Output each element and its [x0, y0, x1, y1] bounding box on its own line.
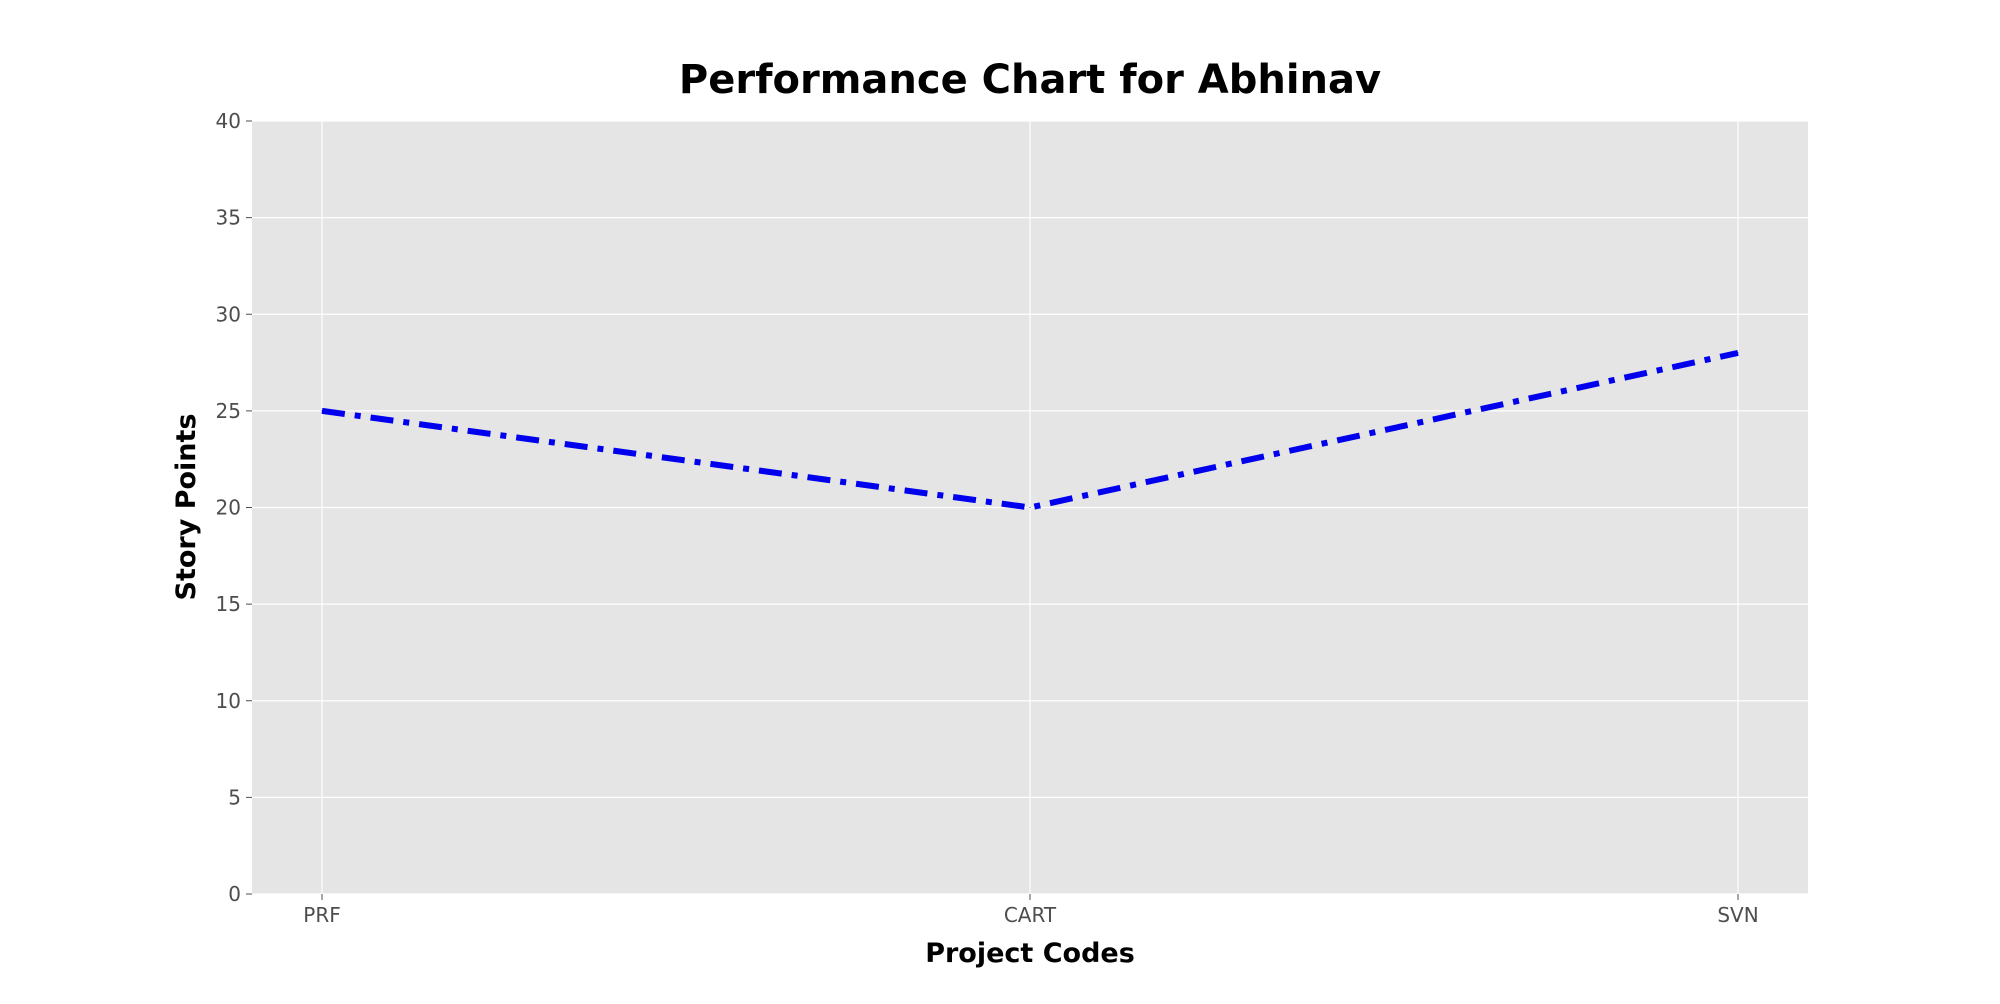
y-tick-label: 30 — [216, 302, 241, 326]
x-tick-label: CART — [1004, 903, 1057, 927]
data-point-svn — [1737, 352, 1739, 354]
x-axis-label: Project Codes — [925, 938, 1135, 969]
x-tick-label: PRF — [303, 903, 340, 927]
data-point-prf — [321, 410, 323, 412]
x-tick-label: SVN — [1717, 903, 1758, 927]
y-tick-label: 20 — [216, 496, 241, 520]
y-tick-label: 10 — [216, 689, 241, 713]
series-layer — [321, 349, 1739, 511]
chart-title: Performance Chart for Abhinav — [679, 57, 1381, 103]
y-tick-label: 25 — [216, 399, 241, 423]
y-tick-label: 15 — [216, 592, 241, 616]
y-tick-label: 35 — [216, 206, 241, 230]
y-tick-label: 0 — [228, 882, 241, 906]
y-tick-label: 40 — [216, 109, 241, 133]
series-line — [321, 349, 1739, 511]
data-point-cart — [1029, 507, 1031, 508]
y-axis-label: Story Points — [171, 413, 202, 600]
axis-ticks: 0 5 10 15 20 25 30 35 40 PRF CART SVN — [216, 109, 1759, 927]
y-tick-label: 5 — [228, 785, 241, 809]
